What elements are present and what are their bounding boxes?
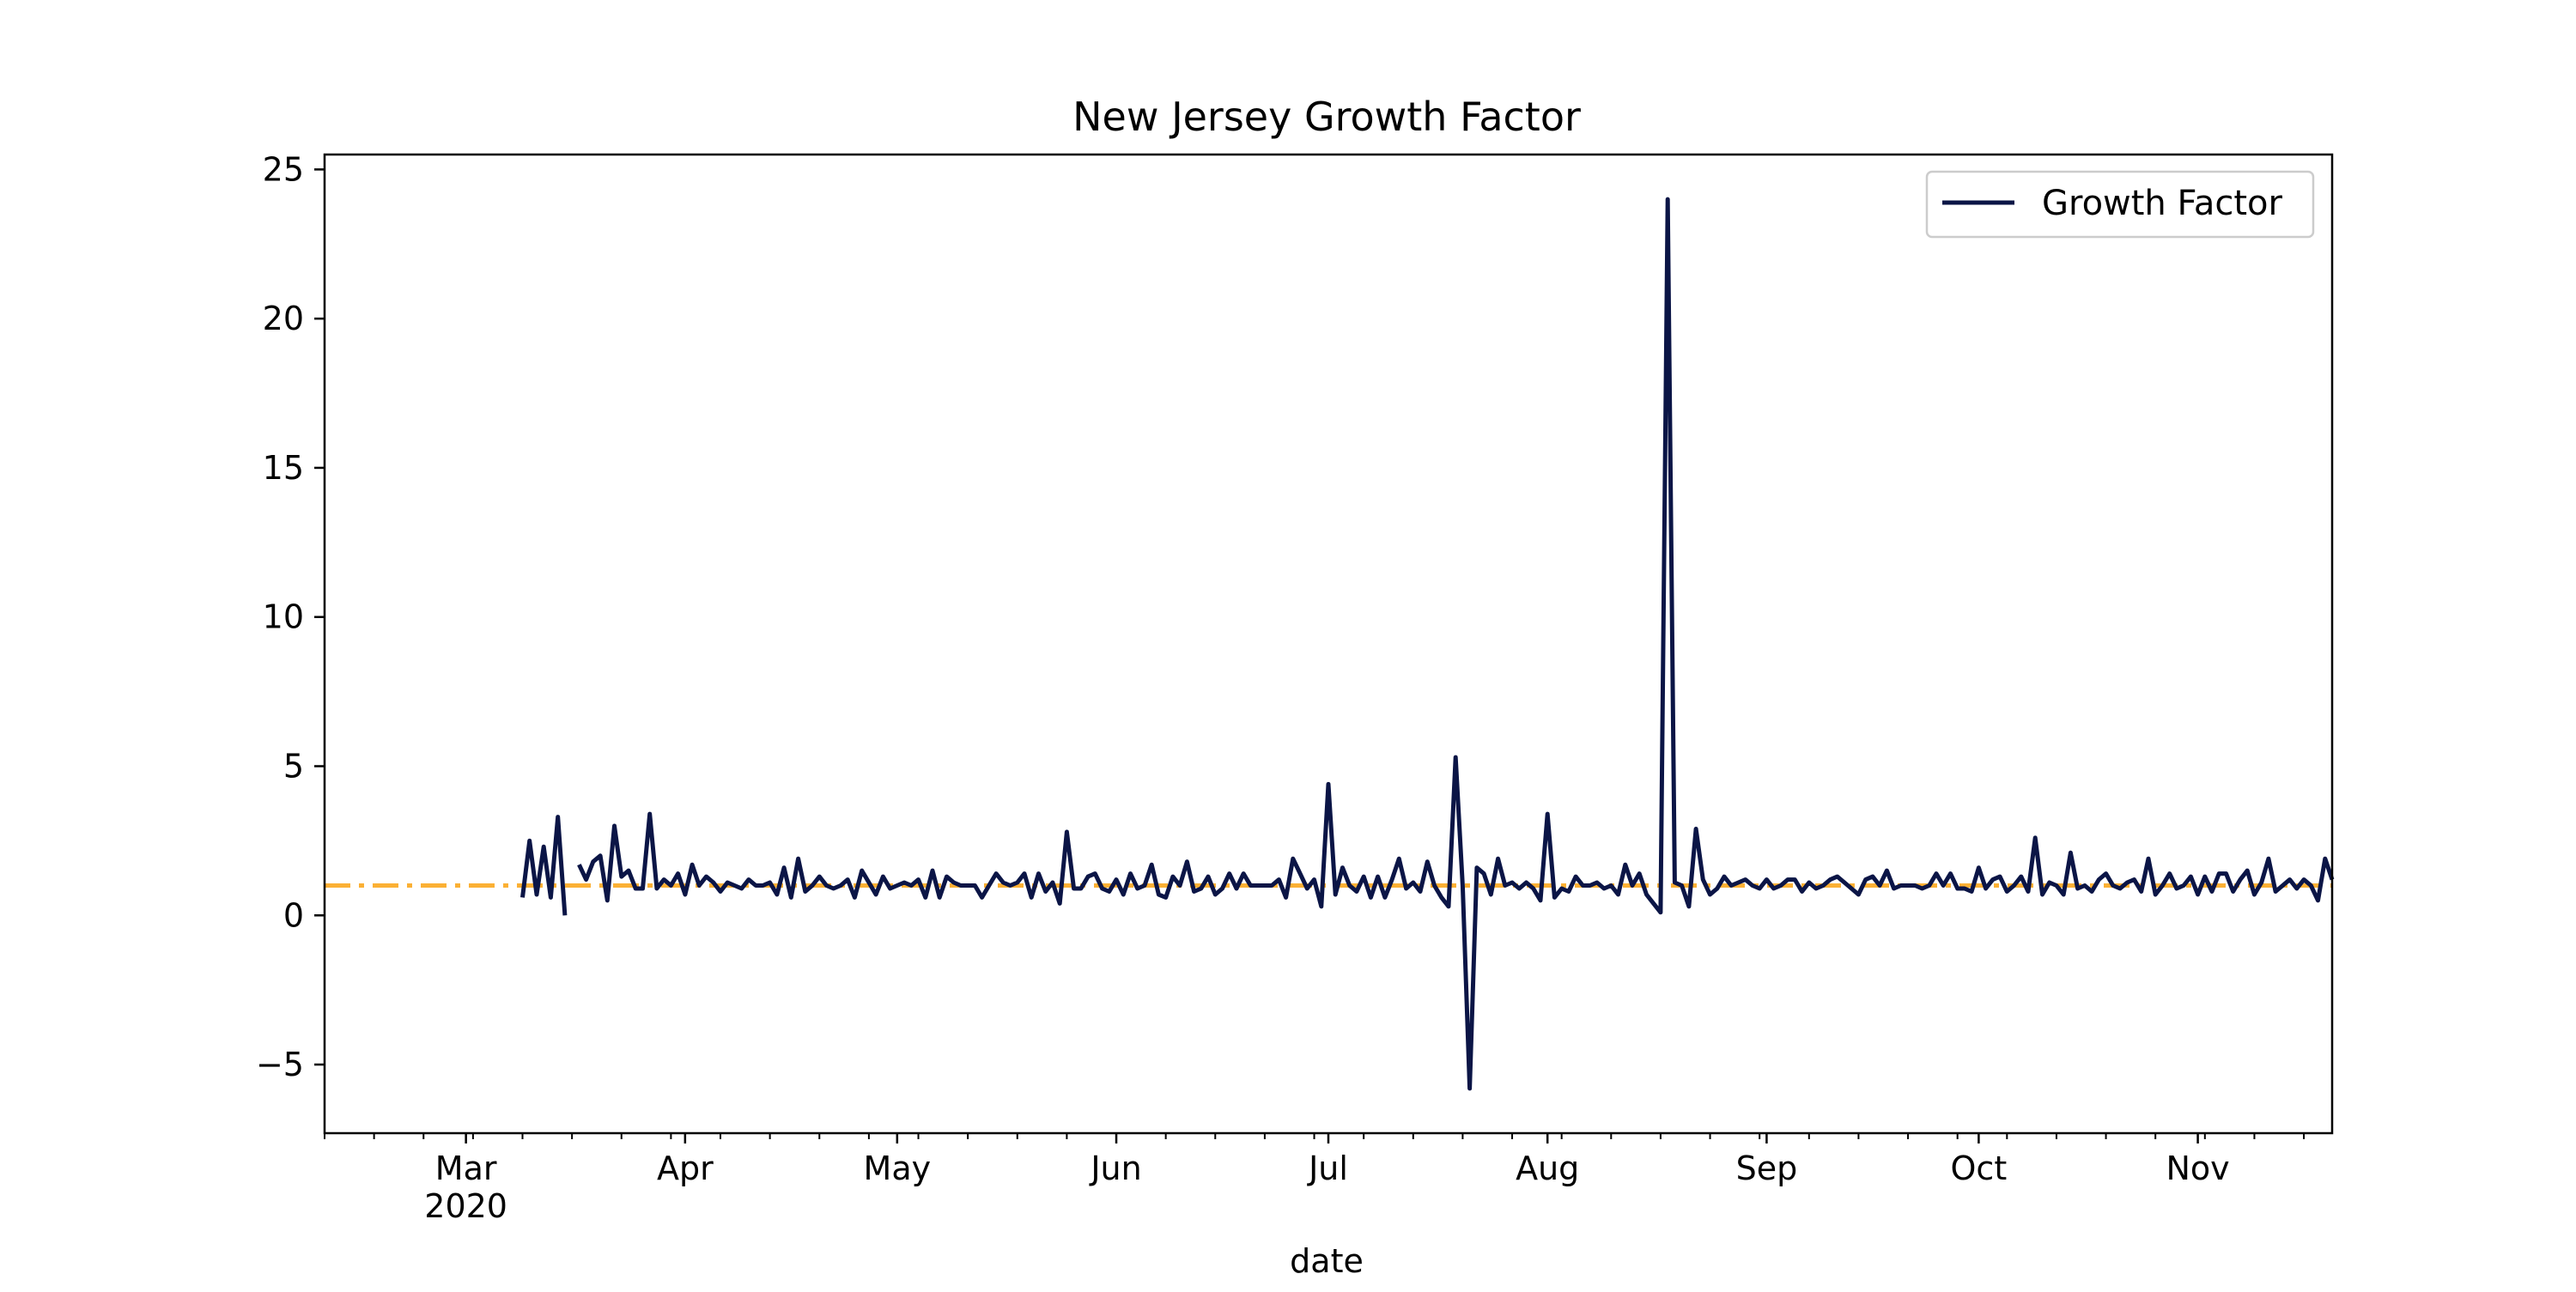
x-tick-label: Aug <box>1516 1149 1579 1187</box>
x-tick-label: Jun <box>1089 1149 1141 1187</box>
legend-box <box>1925 170 2315 239</box>
y-axis: −5 0 5 10 15 20 25 <box>256 150 325 1083</box>
y-tick-label: 10 <box>263 598 304 636</box>
x-tick-sublabel: 2020 <box>424 1187 507 1225</box>
x-axis-label: date <box>1290 1242 1364 1280</box>
y-tick-label: 20 <box>263 300 304 337</box>
y-tick-label: 15 <box>263 449 304 487</box>
legend: Growth Factor <box>1925 170 2315 239</box>
x-tick-label: Sep <box>1736 1149 1798 1187</box>
series-line-growth-factor-segment-2 <box>577 197 2335 1091</box>
x-tick-label: May <box>864 1149 932 1187</box>
series-line-growth-factor-segment-1 <box>520 815 568 916</box>
y-tick-label: 5 <box>283 748 304 786</box>
y-tick-label: −5 <box>256 1046 304 1083</box>
legend-label-growth-factor: Growth Factor <box>2042 184 2282 223</box>
y-tick-label: 0 <box>283 896 304 934</box>
x-tick-label: Apr <box>657 1149 714 1187</box>
x-tick-label: Mar <box>435 1149 497 1187</box>
y-tick-label: 25 <box>263 150 304 188</box>
chart-title: New Jersey Growth Factor <box>1072 94 1581 140</box>
series-layer <box>520 197 2335 1091</box>
x-tick-label: Oct <box>1951 1149 2008 1187</box>
x-tick-label: Jul <box>1307 1149 1348 1187</box>
x-tick-label: Nov <box>2166 1149 2229 1187</box>
